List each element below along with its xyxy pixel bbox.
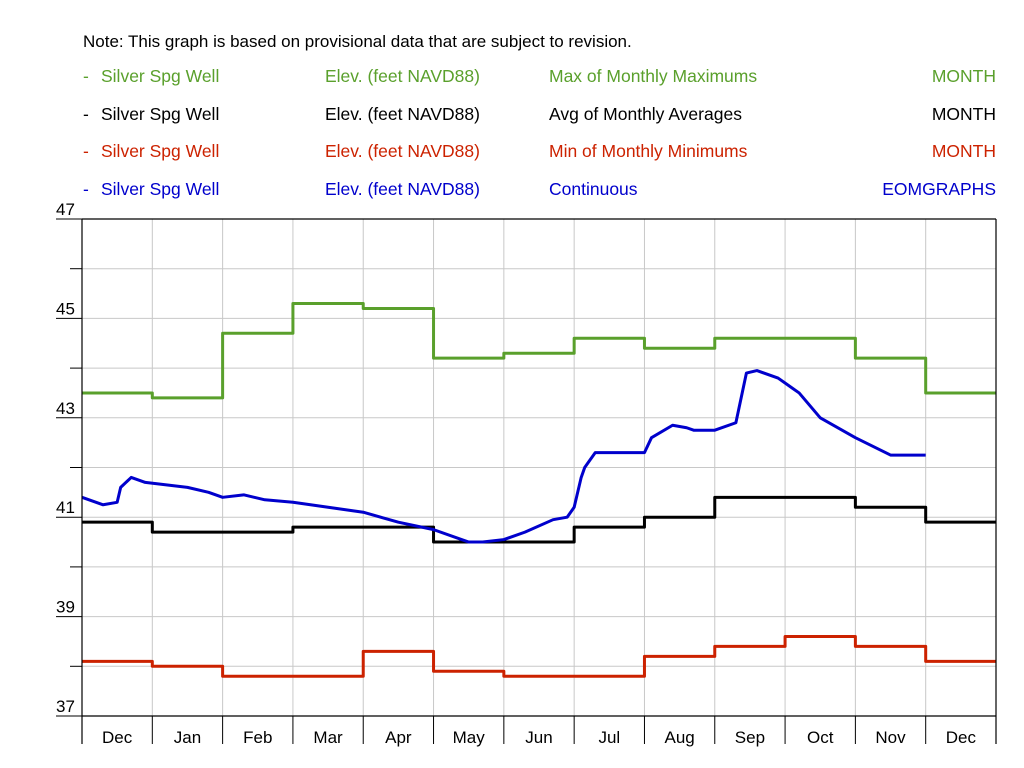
legend-statistic: Min of Monthly Minimums [549,141,748,162]
provisional-data-note: Note: This graph is based on provisional… [83,32,632,51]
legend-site: Silver Spg Well [101,178,220,199]
x-tick-label: Apr [385,728,412,747]
legend-period: MONTH [931,103,996,124]
legend-parameter: Elev. (feet NAVD88) [325,141,480,162]
x-tick-label: Dec [102,728,133,747]
legend-period: MONTH [931,66,996,86]
x-tick-label: Jul [598,728,620,747]
series-line [82,634,996,678]
legend-dash: - [83,103,89,124]
legend-statistic: Max of Monthly Maximums [549,66,758,86]
legend-period: EOMGRAPHS [882,178,996,199]
legend-site: Silver Spg Well [101,103,220,124]
x-tick-label: Jan [174,728,201,747]
legend-item: - Silver Spg Well Elev. (feet NAVD88) Max o… [83,66,996,104]
legend: - Silver Spg Well Elev. (feet NAVD88) Max o… [83,66,996,216]
x-tick-label: Oct [807,728,834,747]
grid [82,218,996,717]
legend-parameter: Elev. (feet NAVD88) [325,66,480,86]
x-tick-label: Sep [735,728,765,747]
x-tick-label: Mar [313,728,343,747]
legend-dash: - [83,141,89,162]
legend-period: MONTH [931,141,996,162]
series-line [82,301,996,400]
x-tick-label: Feb [243,728,272,747]
x-tick-label: Dec [946,728,977,747]
legend-statistic: Continuous [549,178,638,199]
y-tick-label: 45 [56,299,75,318]
legend-item: - Silver Spg Well Elev. (feet NAVD88) Avg o… [83,104,996,142]
legend-site: Silver Spg Well [101,141,220,162]
legend-dash: - [83,66,89,86]
legend-dash: - [83,178,89,199]
legend-statistic: Avg of Monthly Averages [549,103,742,124]
legend-parameter: Elev. (feet NAVD88) [325,178,480,199]
y-tick-label: 39 [56,598,75,617]
y-tick-label: 41 [56,498,75,517]
series-line [81,369,926,544]
legend-parameter: Elev. (feet NAVD88) [325,103,480,124]
axes: 37 39 41 43 45 47 Dec Jan Feb Mar Apr May Jun Jul Aug S… [56,200,997,747]
x-tick-label: Jun [525,728,552,747]
x-tick-label: May [453,728,486,747]
legend-item: - Silver Spg Well Elev. (feet NAVD88) Min o… [83,141,996,179]
series-layer [81,301,996,678]
legend-site: Silver Spg Well [101,66,220,86]
legend-item: - Silver Spg Well Elev. (feet NAVD88) Conti… [83,179,996,217]
x-tick-label: Nov [875,728,906,747]
y-tick-label: 47 [56,200,75,219]
series-line [82,495,996,544]
y-tick-label: 37 [56,697,75,716]
y-tick-label: 43 [56,399,75,418]
x-tick-label: Aug [664,728,694,747]
